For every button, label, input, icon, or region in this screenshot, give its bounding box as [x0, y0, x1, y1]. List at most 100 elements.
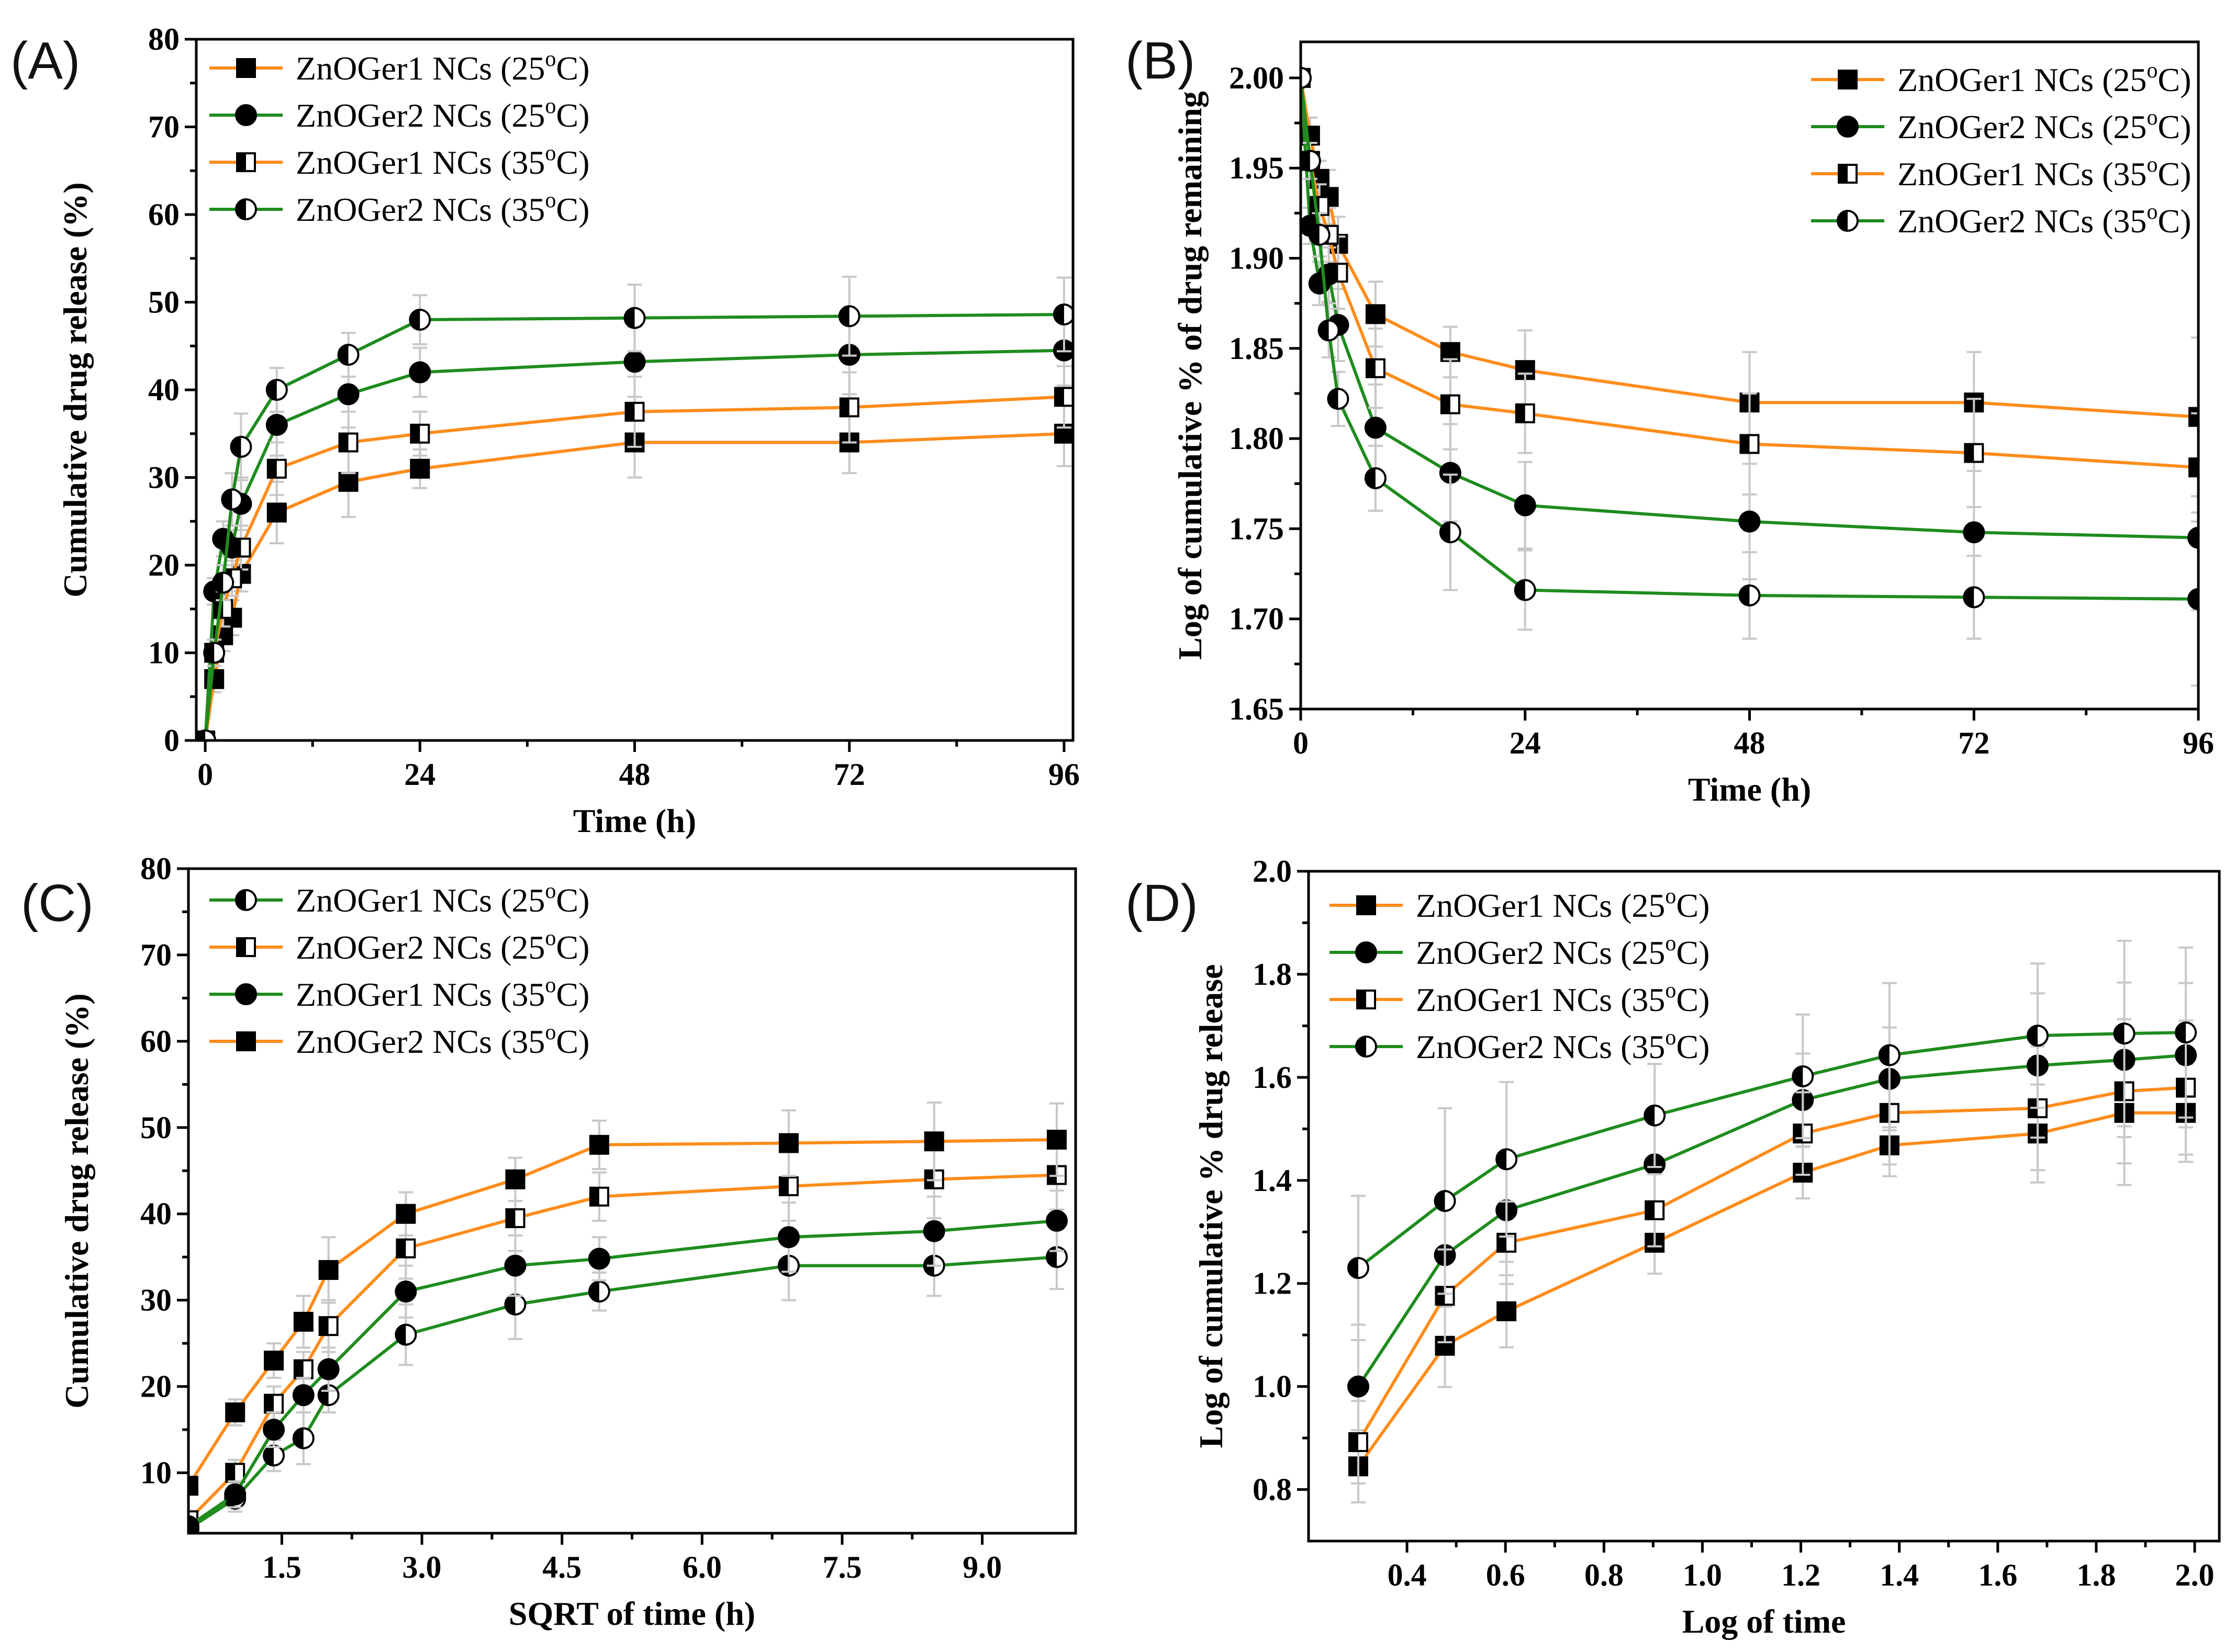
data-point — [1792, 1065, 1814, 1087]
chart-panel-3: (C) 1.5 3.0 4.5 6.0 7.5 9.0 10 20 30 40 50 60 70 80 SQR… — [21, 851, 1077, 1632]
y-tick-label: 1.80 — [1229, 421, 1284, 456]
legend-marker — [1837, 210, 1859, 232]
series-2 — [188, 1139, 1067, 1531]
y-tick-label: 70 — [140, 938, 172, 972]
data-point — [624, 401, 645, 422]
x-tick-label: 2.0 — [2175, 1558, 2214, 1592]
data-point — [1645, 1200, 1665, 1220]
data-point — [1301, 66, 1312, 89]
data-point — [1963, 586, 1985, 609]
data-point — [1644, 1104, 1666, 1127]
legend-label: ZnOGer2 NCs (25oC) — [1897, 106, 2191, 145]
x-tick-label: 0.8 — [1584, 1558, 1624, 1592]
data-point — [589, 1134, 609, 1155]
data-point — [318, 1316, 339, 1336]
data-point — [409, 361, 431, 384]
data-point — [196, 729, 217, 740]
x-tick-label: 9.0 — [963, 1550, 1002, 1584]
legend-marker — [235, 889, 257, 911]
legend-marker — [236, 152, 256, 172]
data-point — [1317, 319, 1340, 342]
data-point — [2187, 526, 2198, 549]
y-tick-label: 20 — [148, 548, 180, 582]
series-line — [1357, 1111, 2186, 1467]
series-3 — [196, 365, 1073, 740]
plot-area — [196, 275, 1073, 740]
y-tick-label: 1.4 — [1253, 1163, 1292, 1198]
data-point — [1738, 510, 1761, 533]
legend-item: ZnOGer2 NCs (35oC) — [1811, 200, 2191, 240]
y-tick-label: 1.8 — [1253, 957, 1292, 992]
data-point — [1440, 394, 1460, 414]
data-point — [778, 1133, 799, 1153]
chart-panel-2: (B) 0 24 48 72 96 1.65 1.70 1.75 1.80 1.85 1.90 1.95… — [1125, 31, 2214, 808]
data-point — [318, 1260, 339, 1280]
legend-label: ZnOGer2 NCs (35oC) — [296, 188, 589, 228]
data-point — [1364, 467, 1387, 489]
x-tick-label: 48 — [619, 757, 651, 792]
y-tick-label: 10 — [140, 1456, 172, 1490]
x-tick-label: 1.6 — [1978, 1558, 2017, 1592]
legend: ZnOGer1 NCs (25oC) ZnOGer2 NCs (25oC) ZnOG… — [209, 47, 589, 228]
data-point — [338, 471, 359, 492]
legend-label: ZnOGer2 NCs (25oC) — [296, 94, 589, 134]
data-point — [337, 383, 360, 406]
legend-label: ZnOGer2 NCs (35oC) — [1416, 1026, 1709, 1065]
x-tick-label: 72 — [1958, 726, 1990, 760]
x-tick-label: 0 — [1293, 726, 1309, 760]
legend-item: ZnOGer1 NCs (25oC) — [209, 879, 589, 919]
data-point — [1738, 584, 1761, 606]
data-point — [188, 1515, 199, 1533]
x-tick-label: 4.5 — [542, 1550, 582, 1584]
legend-label: ZnOGer1 NCs (25oC) — [296, 47, 589, 87]
data-point — [839, 397, 859, 418]
plot-area — [1301, 66, 2198, 687]
legend-label: ZnOGer1 NCs (35oC) — [1897, 153, 2191, 193]
y-tick-label: 1.85 — [1229, 331, 1284, 366]
x-tick-label: 7.5 — [822, 1550, 862, 1584]
y-tick-label: 1.0 — [1253, 1369, 1292, 1404]
series-4 — [196, 275, 1073, 740]
data-point — [266, 458, 287, 479]
data-point — [292, 1384, 315, 1407]
data-point — [1434, 1190, 1456, 1212]
y-tick-label: 50 — [140, 1110, 172, 1145]
data-point — [588, 1248, 610, 1270]
legend-marker — [235, 983, 257, 1005]
legend-item: ZnOGer2 NCs (25oC) — [1329, 931, 1709, 971]
series-line — [188, 1138, 1057, 1487]
legend-label: ZnOGer1 NCs (35oC) — [1416, 979, 1709, 1018]
data-point — [231, 537, 251, 558]
y-tick-label: 1.2 — [1253, 1266, 1292, 1301]
panel-label: (C) — [21, 874, 94, 932]
x-tick-label: 0 — [197, 757, 213, 792]
data-point — [1347, 1375, 1369, 1398]
legend-marker — [236, 58, 256, 78]
y-tick-label: 2.00 — [1229, 61, 1284, 95]
y-tick-label: 40 — [148, 373, 180, 407]
data-point — [1496, 1301, 1517, 1321]
data-point — [623, 307, 646, 329]
data-point — [213, 599, 233, 619]
y-tick-label: 1.70 — [1229, 602, 1284, 636]
legend-marker — [1838, 70, 1858, 89]
data-point — [1328, 263, 1348, 283]
legend-marker — [1355, 941, 1377, 963]
data-point — [266, 502, 287, 523]
data-point — [221, 488, 243, 511]
legend: ZnOGer1 NCs (25oC) ZnOGer2 NCs (25oC) ZnOG… — [1329, 884, 1709, 1065]
y-tick-label: 2.0 — [1253, 854, 1292, 889]
data-point — [623, 351, 646, 373]
data-point — [225, 1402, 245, 1423]
x-tick-label: 0.4 — [1388, 1558, 1427, 1592]
series-1 — [1348, 1039, 2196, 1504]
data-point — [588, 1280, 610, 1303]
data-point — [1348, 1432, 1368, 1452]
data-point — [1364, 417, 1387, 439]
data-point — [589, 1186, 609, 1207]
y-tick-label: 80 — [140, 851, 172, 886]
data-point — [1439, 521, 1461, 544]
x-axis-label: Time (h) — [1688, 771, 1811, 808]
legend-item: ZnOGer1 NCs (35oC) — [1811, 153, 2191, 193]
